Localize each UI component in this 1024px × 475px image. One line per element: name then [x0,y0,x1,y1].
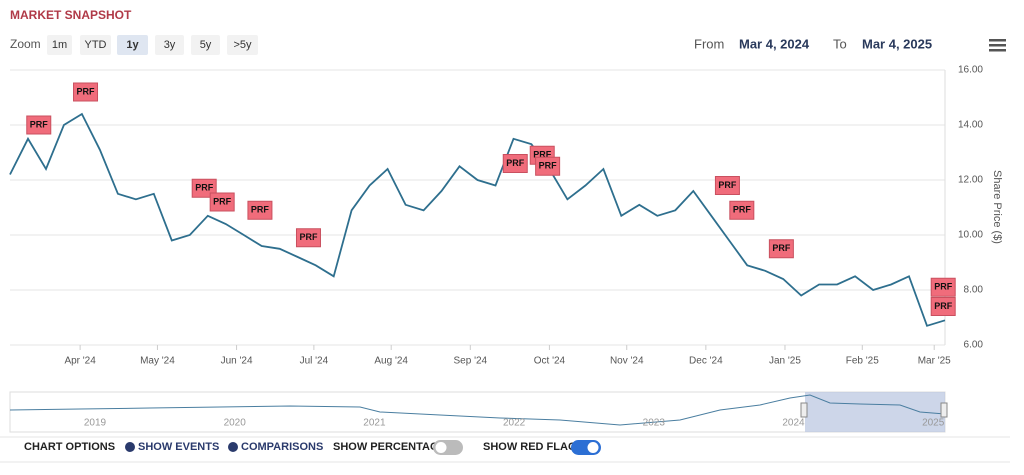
y-axis-title: Share Price ($) [991,170,1003,244]
widget-title: MARKET SNAPSHOT [10,8,132,22]
navigator-year: 2022 [503,418,526,429]
navigator-year: 2019 [84,418,107,429]
x-tick-label: Jan '25 [769,356,801,367]
zoom-button-label[interactable]: 3y [164,39,176,51]
plot: 6.00 8.00 10.00 12.00 14.00 16.00 Share Price … [9,65,1003,367]
y-tick-label: 12.00 [958,175,983,186]
zoom-button[interactable] [227,35,258,55]
percentage-toggle[interactable] [433,440,463,455]
to-date[interactable]: Mar 4, 2025 [862,36,932,51]
red-flag-label: PRF [533,150,552,160]
y-tick-label: 10.00 [958,230,983,241]
x-tick-label: Nov '24 [610,356,644,367]
red-flag[interactable] [247,200,273,220]
red-flag[interactable] [930,297,956,316]
x-tick-label: May '24 [140,356,175,367]
red-flag[interactable] [535,156,561,176]
zoom-button[interactable] [191,35,220,55]
zoom-button[interactable] [80,35,111,55]
navigator-line [9,394,946,426]
show-red-flags: SHOW RED FLAGS [483,441,584,453]
zoom-button[interactable] [47,35,72,55]
navigator-years: 2019 2020 2021 2022 2023 2024 2025 [84,418,945,429]
x-tick-label: Feb '25 [846,356,879,367]
red-flag[interactable] [73,82,99,102]
navigator-year: 2024 [782,418,805,429]
zoom-button[interactable] [155,35,184,55]
navigator-year: 2023 [643,418,666,429]
navigator-handle[interactable] [940,402,948,418]
red-flag[interactable] [768,239,794,259]
red-flag-label: PRF [299,232,318,242]
red-flag-label: PRF [213,196,232,206]
zoom-button-label[interactable]: 1y [126,39,139,51]
navigator-year: 2021 [363,418,386,429]
x-tick-label: Jun '24 [221,356,253,367]
zoom-button-label[interactable]: 1m [52,39,67,51]
x-tick-label: Dec '24 [689,356,723,367]
navigator-year: 2020 [224,418,247,429]
navigator-year: 2025 [922,418,945,429]
red-flag-label: PRF [718,180,737,190]
y-tick-label: 16.00 [958,65,983,76]
red-flags-toggle[interactable] [571,440,601,455]
x-tick-label: Apr '24 [64,356,96,367]
plus-icon [228,442,238,452]
red-flag-label: PRF [195,183,214,193]
navigator [9,391,948,433]
plus-icon [125,442,135,452]
red-flag-label: PRF [733,205,752,215]
navigator-handle[interactable] [800,402,808,418]
toggle-knob[interactable] [587,442,599,453]
x-tick-label: Sep '24 [454,356,488,367]
red-flag-label: PRF [539,161,558,171]
from-label: From [694,36,724,51]
red-flag-label: PRF [30,119,49,129]
x-tick-label: Oct '24 [534,356,566,367]
red-flag-label: PRF [77,86,96,96]
zoom-button-label[interactable]: 5y [200,39,212,51]
menu-icon[interactable] [989,39,1006,52]
y-tick-label: 6.00 [964,340,984,351]
red-flag[interactable] [729,200,755,220]
zoom-button-label[interactable]: >5y [233,39,252,51]
red-flag[interactable] [295,228,321,248]
x-tick-label: Aug '24 [374,356,408,367]
options-title: CHART OPTIONS [24,441,115,453]
red-flag[interactable] [930,277,956,297]
y-tick-label: 14.00 [958,120,983,131]
show-events[interactable]: SHOW EVENTS [138,441,219,453]
red-flag-label: PRF [934,301,953,311]
zoom-buttons: 1m YTD 1y 3y 5y >5y [47,35,258,55]
x-tick-label: Mar '25 [918,356,951,367]
from-date[interactable]: Mar 4, 2024 [739,36,810,51]
price-line [9,112,946,327]
comparisons[interactable]: COMPARISONS [241,441,323,453]
y-tick-label: 8.00 [964,285,984,296]
zoom-button[interactable] [117,35,148,55]
red-flag-label: PRF [506,158,525,168]
red-flag[interactable] [209,192,235,212]
red-flag-label: PRF [772,243,791,253]
zoom-label: Zoom [10,37,41,51]
red-flag[interactable] [26,115,52,135]
red-flag[interactable] [714,176,740,195]
zoom-button-label[interactable]: YTD [85,39,107,51]
red-flag[interactable] [502,154,528,173]
to-label: To [833,36,847,51]
toggle-knob[interactable] [435,442,447,453]
red-flag-label: PRF [251,205,270,215]
red-flag-label: PRF [934,282,953,292]
x-tick-label: Jul '24 [300,356,329,367]
show-percentage: SHOW PERCENTAGE [333,441,446,453]
